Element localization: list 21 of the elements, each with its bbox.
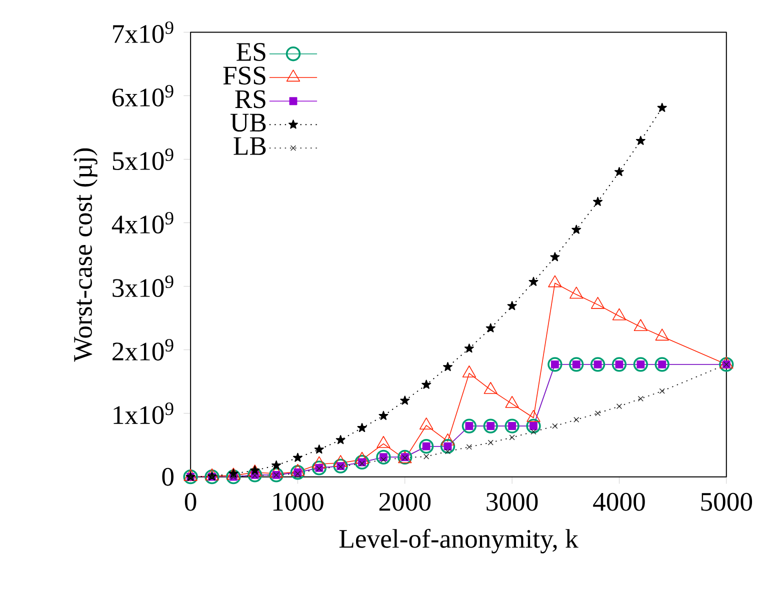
legend-label: LB: [234, 137, 266, 155]
y-tick-label: 4x10$^{9}$: [112, 212, 174, 234]
x-tick-label: 2000: [379, 492, 431, 511]
x-tick-label: 3000: [486, 492, 538, 511]
legend-label: RS: [235, 90, 266, 108]
y-tick-label: 2x10$^{9}$: [112, 339, 174, 361]
x-tick-label: 0: [184, 492, 196, 511]
y-axis-title: Worst-case cost (µj): [73, 148, 98, 362]
y-tick-label: 5x10$^{9}$: [112, 148, 174, 170]
x-tick-label: 5000: [701, 492, 752, 511]
legend-label: FSS: [223, 66, 266, 85]
y-tick-label: 7x10$^{9}$: [113, 22, 174, 44]
x-axis-title: Level-of-anonymity, k: [339, 528, 578, 554]
legend-label: ES: [236, 43, 266, 62]
x-tick-label: 1000: [273, 492, 324, 511]
legend-label: UB: [230, 114, 266, 132]
x-tick-label: 4000: [593, 492, 645, 511]
y-tick-label: 0: [162, 468, 174, 486]
y-tick-label: 3x10$^{9}$: [112, 276, 174, 298]
y-tick-label: 6x10$^{9}$: [112, 85, 174, 107]
y-tick-label: 1x10$^{9}$: [114, 402, 174, 424]
